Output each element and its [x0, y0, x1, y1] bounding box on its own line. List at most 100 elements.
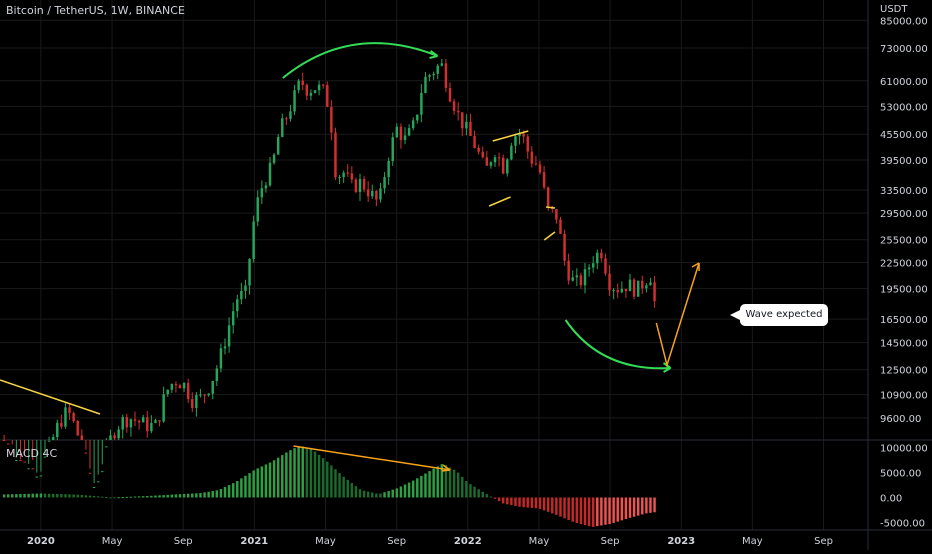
candle-up: [105, 438, 108, 448]
macd-bar: [31, 493, 34, 498]
macd-bar: [35, 493, 39, 498]
candle-up: [154, 418, 157, 424]
time-tick-label: May: [315, 536, 336, 547]
macd-bar: [587, 497, 591, 527]
candle-up: [436, 63, 439, 80]
candle-up: [514, 133, 517, 154]
macd-bar: [481, 491, 484, 498]
macd-bar: [383, 492, 386, 498]
macd-bar: [649, 497, 652, 513]
macd-bar: [591, 497, 595, 527]
macd-bar: [485, 494, 489, 498]
arc-top-annotation: [282, 42, 438, 79]
macd-bar: [334, 469, 337, 498]
macd-tick-label: 10000.00: [880, 444, 928, 455]
macd-bar: [567, 497, 570, 521]
macd-bar: [174, 494, 178, 498]
macd-bar: [608, 497, 611, 525]
flag-lines: [543, 206, 556, 241]
candle-up: [264, 182, 268, 193]
channel-upper-line: [492, 130, 529, 142]
candle-up: [207, 393, 210, 397]
macd-bar: [354, 486, 358, 498]
candle-up: [416, 114, 419, 124]
chart-title: Bitcoin / TetherUS, 1W, BINANCE: [6, 4, 185, 17]
candle-down: [186, 378, 190, 403]
candle-down: [366, 181, 370, 203]
candle-down: [285, 116, 288, 125]
candle-up: [170, 383, 174, 394]
macd-bar: [113, 497, 116, 499]
macd-bar: [538, 497, 542, 509]
macd-bar: [15, 494, 18, 498]
macd-bar: [448, 467, 452, 498]
candle-down: [473, 130, 476, 149]
candle-up: [15, 440, 18, 462]
candle-up: [252, 215, 255, 263]
candle-down: [375, 189, 378, 207]
macd-bar: [105, 497, 108, 499]
candle-down: [146, 410, 149, 438]
candle-down: [80, 429, 84, 440]
macd-bar: [616, 497, 619, 522]
macd-bar: [39, 493, 43, 498]
candle-up: [493, 154, 497, 167]
candle-up: [211, 380, 214, 400]
macd-divergence-arrowhead: [441, 464, 451, 472]
wave-callout[interactable]: Wave expected: [730, 304, 828, 326]
price-tick-label: 9600.00: [880, 414, 921, 425]
candle-up: [162, 386, 165, 423]
macd-bar: [493, 497, 497, 499]
candle-down: [6, 439, 10, 445]
macd-bar: [428, 471, 431, 498]
candle-down: [362, 175, 366, 193]
macd-bar: [375, 493, 378, 498]
candle-down: [11, 440, 14, 454]
candle-down: [326, 81, 329, 108]
macd-bar: [281, 455, 284, 498]
macd-bar: [203, 492, 206, 498]
macd-bar: [456, 472, 460, 498]
price-tick-label: 61000.00: [880, 77, 928, 88]
candle-up: [293, 84, 296, 116]
macd-bar: [101, 496, 104, 498]
candle-down: [60, 414, 63, 429]
candle-down: [84, 440, 88, 454]
macd-bar: [80, 494, 84, 498]
macd-bar: [546, 497, 550, 512]
candle-up: [317, 80, 321, 96]
macd-bar: [506, 497, 509, 505]
macd-bar: [27, 493, 30, 498]
macd-bar: [11, 494, 14, 498]
candle-up: [506, 158, 509, 177]
macd-bar: [211, 491, 214, 498]
candle-up: [27, 440, 30, 470]
macd-bar: [571, 497, 574, 522]
macd-bar: [559, 497, 562, 517]
candle-up: [297, 78, 300, 94]
candle-down: [616, 283, 619, 299]
macd-bar: [555, 497, 558, 515]
macd-bar: [551, 497, 554, 514]
macd-bar: [600, 497, 603, 526]
candle-up: [141, 414, 145, 423]
macd-bar: [641, 497, 644, 515]
candle-down: [624, 288, 628, 299]
candle-down: [481, 146, 484, 159]
macd-bar: [2, 494, 6, 498]
macd-bar: [56, 493, 59, 498]
macd-bar: [76, 494, 79, 498]
macd-bar: [358, 489, 362, 498]
macd-bar: [477, 489, 480, 498]
macd-bar: [362, 490, 366, 498]
candle-down: [632, 277, 636, 300]
macd-bar: [240, 478, 243, 498]
candle-up: [289, 104, 292, 122]
macd-bar: [43, 493, 47, 498]
candle-up: [64, 403, 67, 429]
macd-bar: [68, 494, 71, 498]
macd-bar: [289, 450, 292, 498]
macd-bar: [317, 454, 321, 498]
macd-bar: [530, 497, 534, 508]
